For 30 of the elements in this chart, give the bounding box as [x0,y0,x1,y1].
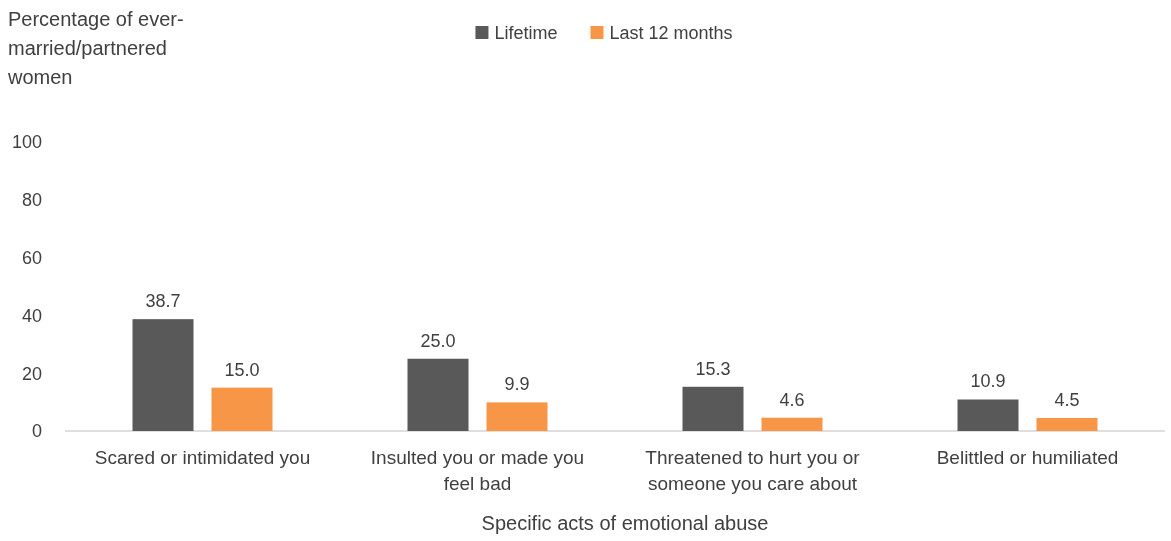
y-axis-title: Percentage of ever-married/partnered women [7,8,184,88]
x-tick-label: Threatened to hurt you or someone you care about [645,447,861,494]
x-tick-label: Insulted you or made you feel bad [370,447,585,494]
y-tick-label: 40 [21,305,42,326]
data-label: 10.9 [970,371,1006,392]
data-label: 4.5 [1054,389,1080,410]
bar [486,402,548,431]
data-label: 4.6 [779,389,805,410]
data-label: 38.7 [145,291,181,312]
y-tick-label: 100 [11,132,42,153]
legend-label: Lifetime [494,23,558,44]
y-tick-label: 60 [21,247,42,268]
data-label: 15.3 [695,358,731,379]
x-tick-label: Scared or intimidated you [94,447,311,468]
legend-label: Last 12 months [609,23,733,44]
bar [407,358,469,431]
bar [211,387,273,431]
bar [957,399,1019,431]
data-label: 15.0 [224,359,260,380]
y-tick-label: 20 [21,363,42,384]
x-axis-title: Specific acts of emotional abuse [481,512,769,534]
x-tick-label: Belittled or humiliated [936,447,1119,468]
bar [1036,418,1098,431]
bar [682,386,744,431]
y-tick-label: 0 [31,421,42,442]
data-label: 9.9 [504,374,530,395]
bar [132,319,194,431]
data-label: 25.0 [420,330,456,351]
y-tick-label: 80 [21,190,42,211]
bar [761,417,823,431]
